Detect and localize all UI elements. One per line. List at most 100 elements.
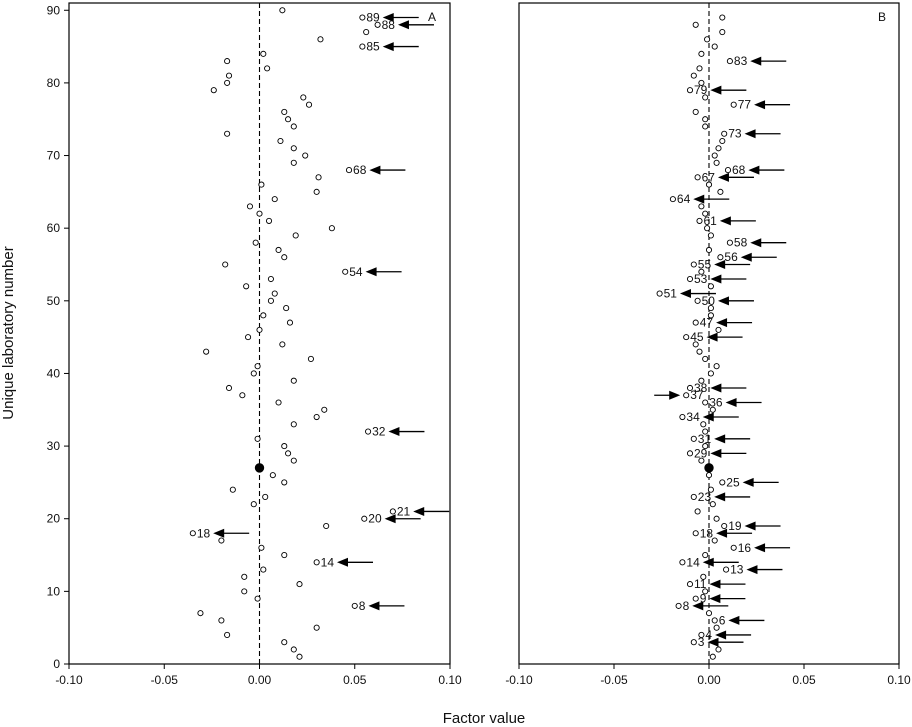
- data-point: [265, 217, 273, 224]
- data-point: [686, 450, 694, 457]
- panel-b-plot: -0.10 -0.05 0.00 0.05 0.10837977736867646158…: [505, 3, 911, 687]
- flag-label: 20: [368, 512, 382, 526]
- data-point: [246, 203, 254, 210]
- data-point: [328, 225, 335, 232]
- flag-label: 14: [686, 555, 700, 569]
- data-point: [698, 377, 705, 384]
- data-point: [317, 36, 324, 43]
- x-tick-label: 0.00: [697, 673, 721, 687]
- data-point: [702, 94, 709, 101]
- data-point: [241, 573, 248, 580]
- data-point: [389, 508, 396, 515]
- data-point: [342, 268, 349, 275]
- flag-label: 6: [719, 613, 726, 627]
- data-point: [315, 174, 322, 181]
- flag-arrow-head: [746, 565, 758, 575]
- data-point: [690, 72, 697, 79]
- data-point: [707, 486, 714, 493]
- data-point: [692, 108, 699, 116]
- flag-arrow-head: [717, 296, 729, 306]
- data-point: [704, 36, 711, 43]
- data-point: [694, 297, 701, 304]
- data-point: [726, 239, 733, 246]
- data-point: [264, 65, 271, 72]
- data-point: [281, 479, 288, 486]
- flag-label: 68: [732, 163, 746, 177]
- flag-arrow-head: [744, 129, 756, 139]
- flag-label: 18: [700, 526, 714, 540]
- data-point: [698, 79, 705, 86]
- data-point: [260, 566, 267, 573]
- data-point: [313, 413, 320, 421]
- x-tick-label: 0.00: [248, 673, 272, 687]
- flag-arrow-head: [707, 637, 719, 647]
- data-point: [260, 312, 267, 319]
- flag-label: 61: [704, 214, 718, 228]
- data-point: [277, 137, 284, 145]
- data-point: [702, 588, 709, 595]
- flag-label: 25: [726, 475, 740, 489]
- flag-label: 14: [321, 555, 335, 569]
- y-tick-label: 50: [47, 294, 61, 308]
- flag-arrow-head: [742, 477, 754, 487]
- flag-arrow-head: [725, 398, 737, 408]
- flag-arrow-head: [716, 318, 728, 328]
- data-point: [290, 145, 297, 152]
- data-point: [197, 610, 204, 617]
- data-point: [656, 290, 663, 297]
- flag-label: 77: [738, 98, 752, 112]
- panel-a-plot: -0.10 -0.05 0.00 0.05 0.10 0 10 20 30 40 50 60 70 80 9…: [47, 3, 462, 687]
- data-point: [692, 530, 699, 537]
- data-point: [675, 602, 682, 609]
- data-point: [715, 326, 722, 333]
- flag-label: 19: [728, 519, 742, 533]
- y-tick-label: 20: [47, 512, 61, 526]
- y-tick-label: 60: [47, 221, 61, 235]
- flag-arrow-head: [388, 427, 400, 437]
- flag-label: 89: [366, 11, 380, 25]
- data-point: [292, 232, 299, 239]
- flag-arrow-head: [748, 165, 760, 175]
- data-point: [321, 406, 328, 413]
- y-tick-label: 70: [47, 149, 61, 163]
- flag-label: 53: [694, 272, 708, 286]
- flag-label: 21: [397, 504, 411, 518]
- flag-label: 38: [694, 381, 708, 395]
- data-point: [713, 159, 720, 166]
- data-point: [679, 413, 686, 421]
- data-point: [698, 268, 705, 275]
- data-point: [290, 159, 297, 166]
- data-point: [702, 428, 709, 435]
- flag-label: 8: [359, 599, 366, 613]
- flag-arrow-head: [740, 252, 752, 262]
- data-point: [281, 551, 288, 559]
- data-point: [313, 624, 320, 631]
- data-point: [260, 50, 267, 57]
- y-tick-label: 30: [47, 439, 61, 453]
- flag-arrow-head: [365, 267, 377, 277]
- data-point: [267, 297, 274, 304]
- data-point: [713, 363, 720, 370]
- data-point: [696, 65, 703, 72]
- data-point: [683, 392, 690, 399]
- data-point: [363, 29, 370, 36]
- data-point: [698, 203, 705, 210]
- data-point: [189, 530, 196, 537]
- data-point: [709, 653, 716, 660]
- data-point: [250, 501, 257, 508]
- data-point: [705, 610, 713, 617]
- flag-arrow-head: [397, 20, 409, 30]
- data-point: [254, 435, 261, 442]
- data-point: [283, 305, 290, 312]
- data-point: [717, 254, 724, 261]
- y-tick-label: 0: [53, 657, 60, 671]
- flag-arrow-head: [369, 165, 381, 175]
- data-point: [707, 370, 714, 377]
- flag-arrow-head: [384, 514, 396, 524]
- data-point: [262, 493, 269, 500]
- data-point: [285, 450, 292, 457]
- flag-arrow-head: [710, 274, 722, 284]
- data-point: [692, 341, 699, 348]
- data-point: [686, 581, 694, 588]
